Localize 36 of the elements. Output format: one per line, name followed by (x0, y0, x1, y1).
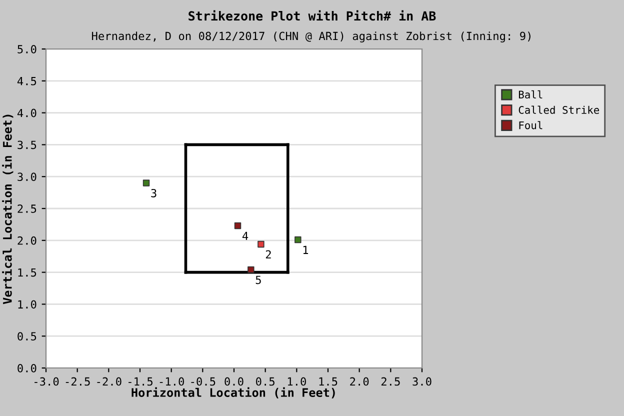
annotation: 1 (303, 246, 308, 254)
y-tick-label: 0.0 (18, 364, 36, 372)
y-tick-label: 2.0 (18, 236, 36, 245)
x-tick-label: 0.5 (256, 377, 274, 386)
x-tick-label: 2.5 (381, 377, 400, 386)
y-tick-label: 1.5 (18, 268, 36, 277)
y-tick-label: 4.0 (17, 108, 36, 118)
legend-label: Called Strike (518, 106, 600, 114)
x-tick-label: 3.0 (412, 377, 432, 386)
y-axis-title: Vertical Location (in Feet) (2, 114, 14, 304)
y-tick-label: 3.5 (18, 140, 36, 150)
x-tick-label: 1.5 (319, 377, 338, 386)
legend-label: Ball (518, 90, 542, 99)
chart-title: Strikezone Plot with Pitch# in AB (188, 10, 436, 21)
x-tick-label: -2.5 (66, 377, 90, 386)
y-tick-label: 1.0 (18, 300, 36, 309)
annotation: 2 (266, 250, 271, 258)
x-tick-label: -1.5 (128, 377, 152, 386)
y-tick-label: 4.5 (17, 77, 36, 86)
x-tick-label: -3.0 (34, 377, 59, 386)
annotation: 4 (242, 232, 248, 240)
x-tick-label: 2.0 (350, 377, 369, 386)
annotation: 5 (256, 276, 261, 284)
annotation: 3 (151, 188, 156, 198)
x-axis-title: Horizontal Location (in Feet) (132, 387, 335, 398)
x-tick-label: -2.0 (97, 377, 122, 386)
chart-subtitle: Hernandez, D on 08/12/2017 (CHN @ ARI) against Zobrist (Inning: 9) (92, 32, 530, 42)
x-tick-label: 1.0 (288, 377, 306, 386)
y-tick-label: 5.0 (18, 45, 36, 54)
x-tick-label: 0.0 (224, 377, 244, 386)
x-tick-label: -1.0 (160, 377, 184, 386)
legend-label: Foul (519, 121, 542, 130)
x-tick-label: -0.5 (191, 377, 216, 386)
y-tick-label: 3.0 (18, 172, 36, 182)
y-tick-label: 0.5 (18, 332, 36, 341)
y-tick-label: 2.5 (18, 204, 36, 213)
